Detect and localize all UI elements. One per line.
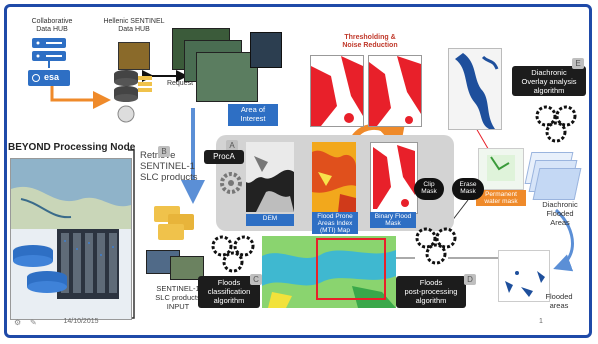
page-number: 1 <box>539 318 543 325</box>
satellite-image-dark <box>250 32 282 68</box>
diachronic-layer-3 <box>532 168 582 200</box>
satellite-image-front <box>196 52 258 102</box>
gears-icon-classification <box>211 235 255 273</box>
threshold-image-1 <box>310 55 364 127</box>
permanent-water-image <box>478 148 524 190</box>
gears-icon-post <box>415 227 457 265</box>
arrow-right-curve <box>553 208 574 272</box>
input-thumbnail-2 <box>170 256 204 280</box>
dem-box: DEM <box>246 214 294 226</box>
classification-map-image <box>262 236 396 308</box>
esa-logo: esa <box>28 70 70 86</box>
badge-b: B <box>158 146 170 157</box>
flooded-areas-label: Flooded areas <box>545 292 573 310</box>
hub-screen-icon <box>118 42 150 70</box>
esa-text: esa <box>44 72 60 82</box>
folder-stack-icon <box>154 206 194 240</box>
arrow-collab-to-hellenic <box>50 86 111 109</box>
server-icon <box>32 38 66 68</box>
settings-icon: ⚙ <box>14 318 22 327</box>
binary-mask-box: Binary Flood Mask <box>370 212 416 228</box>
pencil-icon: ✎ <box>30 318 37 327</box>
zoom-highlight-box <box>316 238 386 300</box>
diachronic-algorithm-box: Diachronic Overlay analysis algorithm <box>512 66 586 96</box>
thresholding-label: Thresholding & Noise Reduction <box>342 34 398 49</box>
processing-node-title: BEYOND Processing Node <box>8 142 136 153</box>
water-map-image <box>448 48 502 130</box>
mti-map-image <box>312 142 356 212</box>
badge-a: A <box>226 140 238 151</box>
badge-c: C <box>250 274 262 285</box>
request-label: Request <box>166 80 194 87</box>
hellenic-hub-label: Hellenic SENTINEL Data HUB <box>103 18 165 33</box>
area-of-interest-box: Area of Interest <box>228 104 278 126</box>
retrieve-label: Retrieve SENTINEL-1 SLC products <box>140 150 198 183</box>
footer-date: 14/10/2015 <box>63 318 99 325</box>
sentinel-input-label: SENTINEL-1 SLC products INPUT <box>155 284 201 311</box>
gears-icon-diachronic <box>535 105 577 143</box>
collab-hub-label: Collaborative Data HUB <box>31 18 73 33</box>
gear-icon-proca <box>220 172 242 194</box>
database-stack-icon <box>114 70 152 123</box>
erase-mask-button: Erase Mask <box>452 178 484 200</box>
badge-e: E <box>572 58 584 69</box>
permanent-water-mask-box: Permanent water mask <box>476 190 526 206</box>
esa-ring-icon <box>32 74 40 82</box>
threshold-image-2 <box>368 55 422 127</box>
proca-label: ProcA <box>204 150 244 164</box>
clip-mask-button: Clip Mask <box>414 178 444 200</box>
floods-classification-box: Floods classification algorithm <box>198 276 260 308</box>
diachronic-areas-label: Diachronic Flooded Areas <box>542 200 578 227</box>
processing-node-screen <box>10 158 132 320</box>
binary-mask-image <box>370 142 418 214</box>
dem-image <box>246 142 294 212</box>
flooded-areas-image <box>498 250 550 302</box>
badge-d: D <box>464 274 476 285</box>
mti-map-box: Flood Prone Areas Index (MTI) Map <box>312 212 358 234</box>
floods-post-processing-box: Floods post-processing algorithm <box>396 276 466 308</box>
